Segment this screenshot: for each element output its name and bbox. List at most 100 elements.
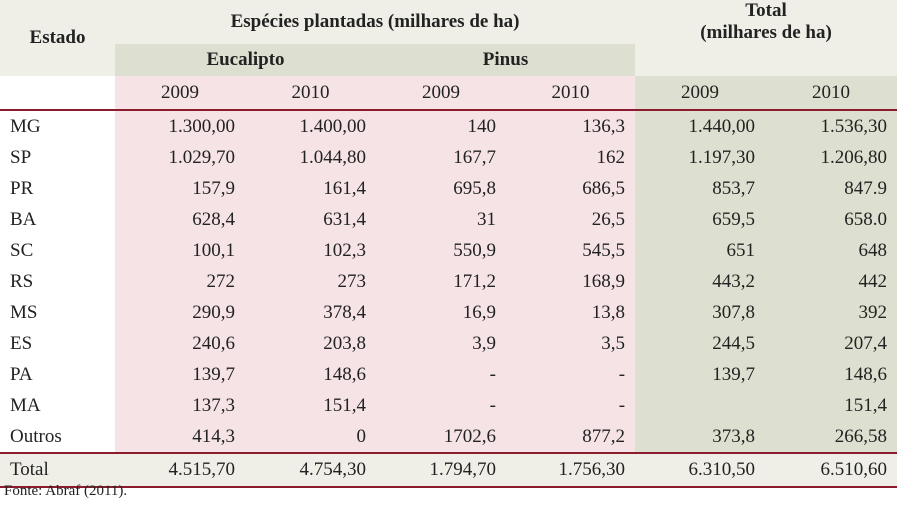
cell-eucalipto-2009: 100,1 <box>115 235 245 266</box>
state-cell: Outros <box>0 421 115 453</box>
cell-eucalipto-2009: 137,3 <box>115 390 245 421</box>
cell-total-2010: 148,6 <box>765 359 897 390</box>
header-total-spacer <box>635 44 897 76</box>
state-cell: RS <box>0 266 115 297</box>
state-cell: PR <box>0 173 115 204</box>
state-cell: MS <box>0 297 115 328</box>
cell-pinus-2009: - <box>376 390 506 421</box>
cell-pinus-2010: - <box>506 359 636 390</box>
table-row: RS 272 273 171,2 168,9 443,2 442 <box>0 266 897 297</box>
cell-pinus-2009: 31 <box>376 204 506 235</box>
cell-pinus-2009: 16,9 <box>376 297 506 328</box>
cell-eucalipto-2009: 290,9 <box>115 297 245 328</box>
state-cell: MG <box>0 110 115 142</box>
year-pinus-2009: 2009 <box>376 76 506 111</box>
total-total-2009: 6.310,50 <box>635 452 766 488</box>
cell-eucalipto-2009: 139,7 <box>115 359 245 390</box>
cell-pinus-2010: - <box>506 390 636 421</box>
cell-eucalipto-2010: 148,6 <box>245 359 376 390</box>
table-row: SP 1.029,70 1.044,80 167,7 162 1.197,30 1.206,… <box>0 142 897 173</box>
cell-total-2009: 443,2 <box>635 266 766 297</box>
year-total-2010: 2010 <box>765 76 897 111</box>
total-pinus-2010: 1.756,30 <box>506 452 636 488</box>
table-row: BA 628,4 631,4 31 26,5 659,5 658.0 <box>0 204 897 235</box>
cell-pinus-2010: 686,5 <box>506 173 636 204</box>
table-row: SC 100,1 102,3 550,9 545,5 651 648 <box>0 235 897 266</box>
table-row: PA 139,7 148,6- -139,7 148,6 <box>0 359 897 390</box>
header-total: Total (milhares de ha) <box>635 0 897 44</box>
cell-eucalipto-2010: 1.044,80 <box>245 142 376 173</box>
year-eucalipto-2010: 2010 <box>245 76 376 111</box>
cell-eucalipto-2010: 1.400,00 <box>245 110 376 142</box>
total-total-2010: 6.510,60 <box>765 452 897 488</box>
cell-eucalipto-2010: 161,4 <box>245 173 376 204</box>
cell-total-2010: 392 <box>765 297 897 328</box>
cell-total-2009: 244,5 <box>635 328 766 359</box>
cell-eucalipto-2010: 631,4 <box>245 204 376 235</box>
state-cell: MA <box>0 390 115 421</box>
header-total-line2: (milhares de ha) <box>700 22 832 43</box>
total-row: Total 4.515,70 4.754,30 1.794,70 1.756,30 6.3… <box>0 452 897 488</box>
cell-pinus-2010: 545,5 <box>506 235 636 266</box>
cell-total-2010: 442 <box>765 266 897 297</box>
cell-total-2010: 266,58 <box>765 421 897 453</box>
table-row: MG 1.300,00 1.400,00 140 136,3 1.440,00 1.536,… <box>0 110 897 142</box>
cell-eucalipto-2009: 1.300,00 <box>115 110 245 142</box>
cell-total-2009: 651 <box>635 235 766 266</box>
cell-eucalipto-2009: 272 <box>115 266 245 297</box>
year-eucalipto-2009: 2009 <box>115 76 245 111</box>
header-pinus: Pinus <box>376 44 636 76</box>
cell-eucalipto-2009: 628,4 <box>115 204 245 235</box>
year-total-2009: 2009 <box>635 76 766 111</box>
table-row: Outros 414,3 0 1702,6 877,2 373,8 266,58 <box>0 421 897 453</box>
cell-total-2010: 1.206,80 <box>765 142 897 173</box>
state-cell: SC <box>0 235 115 266</box>
header-estado: Estado <box>0 0 115 76</box>
cell-total-2009: 373,8 <box>635 421 766 453</box>
cell-eucalipto-2010: 203,8 <box>245 328 376 359</box>
cell-pinus-2010: 13,8 <box>506 297 636 328</box>
cell-total-2009: 139,7 <box>635 359 766 390</box>
total-pinus-2009: 1.794,70 <box>376 452 506 488</box>
cell-pinus-2009: 140 <box>376 110 506 142</box>
header-eucalipto: Eucalipto <box>115 44 376 76</box>
source-note: Fonte: Abraf (2011). <box>4 483 128 499</box>
table-row: PR 157,9 161,4 695,8 686,5 853,7 847.9 <box>0 173 897 204</box>
cell-eucalipto-2010: 378,4 <box>245 297 376 328</box>
cell-pinus-2009: - <box>376 359 506 390</box>
cell-eucalipto-2010: 102,3 <box>245 235 376 266</box>
cell-pinus-2010: 26,5 <box>506 204 636 235</box>
cell-total-2010: 658.0 <box>765 204 897 235</box>
header-year-spacer <box>0 76 115 111</box>
year-pinus-2010: 2010 <box>506 76 636 111</box>
cell-total-2010: 648 <box>765 235 897 266</box>
table-row: MS 290,9 378,4 16,9 13,8 307,8 392 <box>0 297 897 328</box>
state-cell: ES <box>0 328 115 359</box>
cell-pinus-2010: 877,2 <box>506 421 636 453</box>
forest-area-table: Estado Espécies plantadas (milhares de h… <box>0 0 897 488</box>
cell-eucalipto-2010: 151,4 <box>245 390 376 421</box>
header-total-line1: Total <box>745 0 787 21</box>
table-row: ES 240,6 203,8 3,9 3,5 244,5 207,4 <box>0 328 897 359</box>
cell-pinus-2009: 695,8 <box>376 173 506 204</box>
cell-pinus-2010: 168,9 <box>506 266 636 297</box>
total-eucalipto-2009: 4.515,70 <box>115 452 245 488</box>
cell-pinus-2009: 550,9 <box>376 235 506 266</box>
cell-eucalipto-2010: 0 <box>245 421 376 453</box>
cell-total-2010: 1.536,30 <box>765 110 897 142</box>
cell-pinus-2010: 136,3 <box>506 110 636 142</box>
state-cell: SP <box>0 142 115 173</box>
cell-total-2009: 1.197,30 <box>635 142 766 173</box>
cell-eucalipto-2009: 414,3 <box>115 421 245 453</box>
cell-pinus-2009: 171,2 <box>376 266 506 297</box>
cell-eucalipto-2009: 157,9 <box>115 173 245 204</box>
cell-total-2010: 207,4 <box>765 328 897 359</box>
cell-total-2009 <box>635 390 766 421</box>
cell-total-2009: 853,7 <box>635 173 766 204</box>
cell-pinus-2010: 162 <box>506 142 636 173</box>
cell-total-2009: 307,8 <box>635 297 766 328</box>
cell-total-2009: 1.440,00 <box>635 110 766 142</box>
cell-eucalipto-2009: 240,6 <box>115 328 245 359</box>
cell-pinus-2009: 3,9 <box>376 328 506 359</box>
cell-eucalipto-2009: 1.029,70 <box>115 142 245 173</box>
